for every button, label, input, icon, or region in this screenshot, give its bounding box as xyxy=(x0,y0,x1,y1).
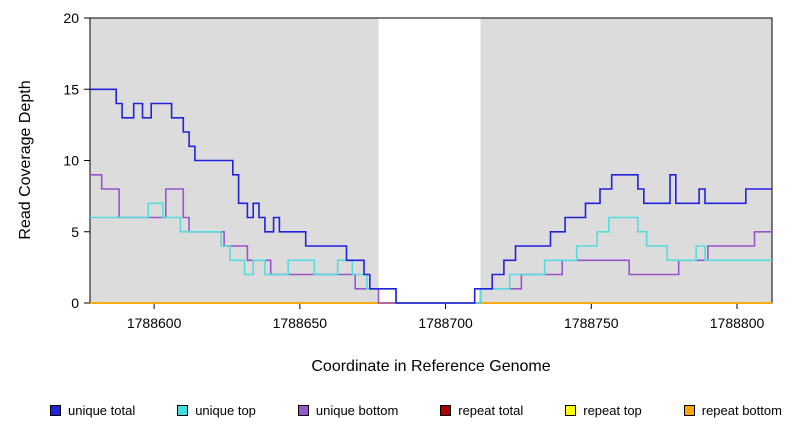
legend-item: unique bottom xyxy=(297,402,399,418)
coverage-plot-canvas: 1788600 1788650 1788700 1788750 1788800 0 5 10 1… xyxy=(63,10,773,331)
legend-label: repeat top xyxy=(583,402,642,418)
x-axis-title: Coordinate in Reference Genome xyxy=(311,358,551,375)
x-tick-label: 1788750 xyxy=(564,315,619,331)
legend-swatch-icon xyxy=(440,404,452,416)
plot-background-right xyxy=(480,18,772,303)
legend-item: repeat bottom xyxy=(683,402,782,418)
legend-swatch-icon xyxy=(565,404,577,416)
series-unique-total xyxy=(90,88,772,304)
series-unique-bottom xyxy=(90,174,772,304)
legend-label: unique bottom xyxy=(315,402,399,418)
legend-swatch-icon xyxy=(50,404,61,416)
legend-item: repeat total xyxy=(440,403,523,418)
legend-item: unique top xyxy=(177,403,256,418)
legend-swatch-icon xyxy=(177,404,189,416)
x-tick-label: 1788600 xyxy=(127,315,182,331)
legend-item: repeat top xyxy=(565,403,642,418)
legend: unique total unique top unique bottom repea… xyxy=(50,398,782,422)
legend-label: unique top xyxy=(195,402,256,418)
x-tick-label: 1788800 xyxy=(710,315,765,331)
legend-item: unique total xyxy=(50,403,135,418)
y-tick-label: 0 xyxy=(71,295,79,311)
x-tick-label: 1788650 xyxy=(273,315,328,331)
legend-label: unique total xyxy=(68,402,136,418)
legend-label: repeat bottom xyxy=(701,402,782,418)
y-tick-label: 20 xyxy=(63,10,79,26)
y-tick-label: 10 xyxy=(63,153,79,169)
plot-background-left xyxy=(90,18,379,303)
legend-swatch-icon xyxy=(297,404,309,416)
y-tick-label: 5 xyxy=(71,224,79,240)
legend-label: repeat total xyxy=(458,402,524,418)
series-unique-top xyxy=(90,202,772,304)
y-axis-title: Read Coverage Depth xyxy=(17,80,34,240)
coverage-gap-region xyxy=(378,18,481,303)
x-tick-label: 1788700 xyxy=(418,315,473,331)
legend-swatch-icon xyxy=(683,404,695,416)
y-tick-label: 15 xyxy=(63,81,79,97)
